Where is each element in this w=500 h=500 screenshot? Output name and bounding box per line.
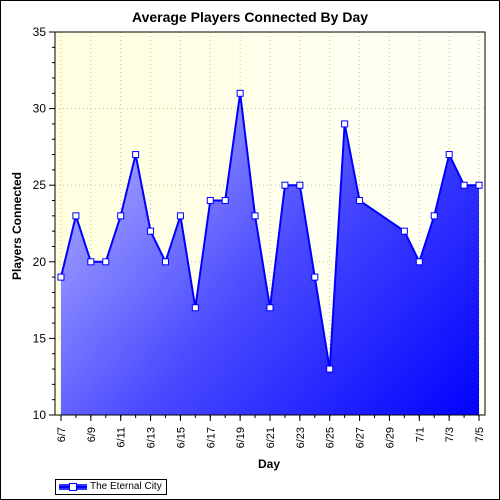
x-tick-label: 7/5 (474, 427, 486, 442)
data-point (221, 197, 229, 205)
data-point (311, 273, 319, 281)
x-tick-label: 6/9 (86, 427, 98, 442)
y-tick-label: 20 (33, 255, 47, 269)
data-point (132, 151, 140, 159)
y-tick-label: 35 (33, 25, 47, 39)
data-point (191, 304, 199, 312)
data-point (445, 151, 453, 159)
data-point (475, 181, 483, 189)
data-point (161, 258, 169, 266)
legend: The Eternal City (55, 479, 167, 495)
x-tick-label: 6/23 (295, 427, 307, 448)
data-point (341, 120, 349, 128)
data-point (72, 212, 80, 220)
data-point (415, 258, 423, 266)
data-point (266, 304, 274, 312)
x-tick-label: 6/25 (325, 427, 337, 448)
legend-swatch (59, 483, 87, 491)
data-point (147, 227, 155, 235)
y-tick-label: 25 (33, 178, 47, 192)
data-point (57, 273, 65, 281)
x-tick-label: 6/29 (384, 427, 396, 448)
data-point (117, 212, 125, 220)
series-area (60, 93, 480, 415)
y-tick-label: 30 (33, 102, 47, 116)
data-point (326, 365, 334, 373)
data-point (400, 227, 408, 235)
data-point (460, 181, 468, 189)
data-point (356, 197, 364, 205)
data-point (236, 89, 244, 97)
data-point (251, 212, 259, 220)
x-tick-label: 6/13 (146, 427, 158, 448)
data-point (296, 181, 304, 189)
legend-label: The Eternal City (90, 481, 162, 492)
x-tick-label: 6/15 (175, 427, 187, 448)
x-tick-label: 6/19 (235, 427, 247, 448)
x-tick-label: 6/21 (265, 427, 277, 448)
data-point (281, 181, 289, 189)
x-tick-label: 6/11 (116, 427, 128, 448)
data-point (102, 258, 110, 266)
x-tick-label: 7/1 (414, 427, 426, 442)
x-tick-label: 6/27 (355, 427, 367, 448)
x-tick-label: 6/7 (56, 427, 68, 442)
x-tick-label: 6/17 (205, 427, 217, 448)
y-tick-label: 10 (33, 408, 47, 422)
data-point (176, 212, 184, 220)
data-point (87, 258, 95, 266)
x-axis-label: Day (257, 457, 280, 471)
plot-border (54, 31, 486, 416)
y-tick-label: 15 (33, 331, 47, 345)
chart-title: Average Players Connected By Day (131, 9, 369, 25)
x-tick-label: 7/3 (444, 427, 456, 442)
data-point (430, 212, 438, 220)
data-point (206, 197, 214, 205)
